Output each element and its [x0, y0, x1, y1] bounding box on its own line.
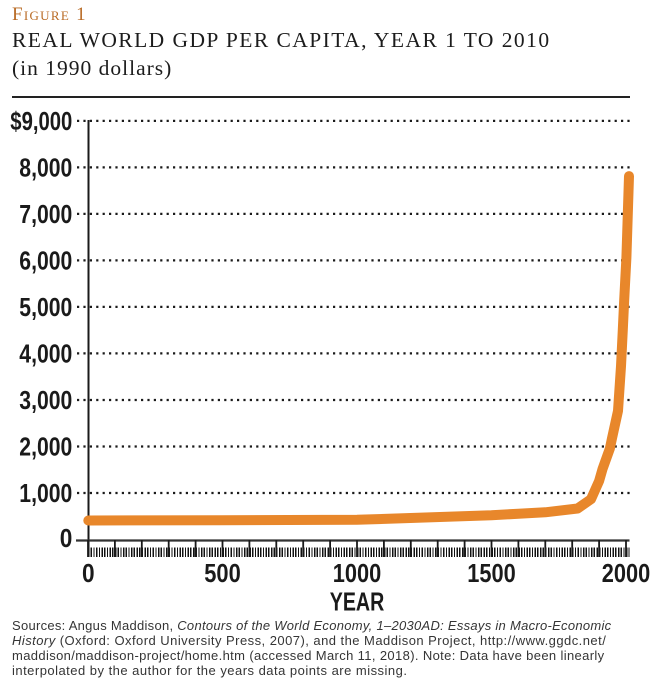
svg-text:500: 500: [204, 558, 241, 588]
svg-text:6,000: 6,000: [19, 245, 72, 275]
svg-text:7,000: 7,000: [19, 199, 72, 229]
svg-text:2000: 2000: [602, 558, 651, 588]
svg-text:1,000: 1,000: [19, 478, 72, 508]
svg-text:3,000: 3,000: [19, 385, 72, 415]
svg-text:2,000: 2,000: [19, 432, 72, 462]
svg-text:5,000: 5,000: [19, 292, 72, 322]
svg-text:$9,000: $9,000: [10, 106, 72, 136]
svg-text:1500: 1500: [467, 558, 516, 588]
svg-text:8,000: 8,000: [19, 152, 72, 182]
svg-text:0: 0: [60, 523, 73, 553]
svg-text:0: 0: [82, 558, 95, 588]
svg-text:1000: 1000: [333, 558, 382, 588]
svg-text:YEAR: YEAR: [330, 587, 385, 617]
svg-text:4,000: 4,000: [19, 338, 72, 368]
